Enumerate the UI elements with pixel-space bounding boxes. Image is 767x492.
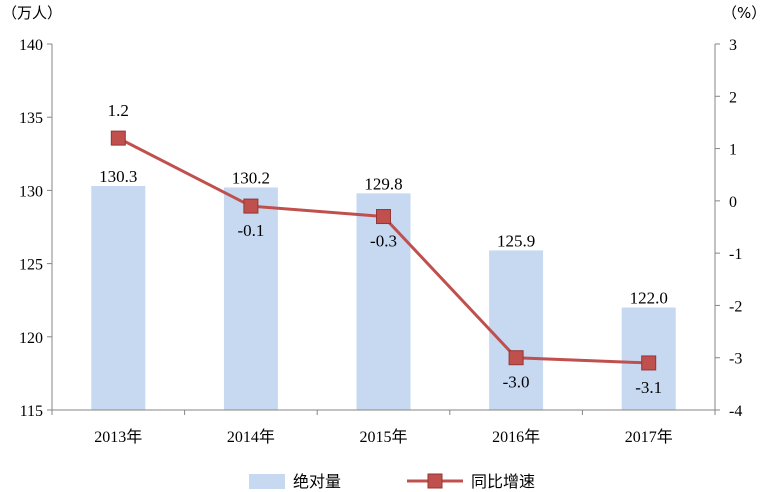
x-tick-label: 2017年 bbox=[625, 428, 673, 446]
left-tick-label: 120 bbox=[19, 330, 43, 347]
right-tick-label: 2 bbox=[729, 89, 737, 106]
right-tick-label: 1 bbox=[729, 142, 737, 159]
x-axis-ticks: 2013年 2014年 2015年 2016年 2017年 bbox=[51, 410, 716, 446]
left-tick-label: 125 bbox=[19, 257, 43, 274]
bar-data-labels: 130.3 130.2 129.8 125.9 122.0 bbox=[99, 167, 668, 308]
right-tick-label: -1 bbox=[729, 246, 742, 263]
left-tick-label: 135 bbox=[19, 110, 43, 127]
legend: 绝对量 同比增速 bbox=[249, 472, 535, 491]
right-tick-label: -4 bbox=[729, 403, 742, 420]
line-value-label: -0.3 bbox=[370, 232, 397, 251]
line-marker bbox=[376, 209, 391, 225]
bar-value-label: 125.9 bbox=[497, 231, 535, 250]
bar bbox=[91, 186, 146, 410]
bar bbox=[223, 187, 278, 410]
line-marker bbox=[243, 198, 259, 214]
x-tick-label: 2014年 bbox=[227, 428, 275, 446]
legend-label-line: 同比增速 bbox=[471, 472, 535, 491]
line-marker bbox=[641, 355, 657, 371]
line-value-label: -3.1 bbox=[635, 378, 662, 397]
bar-value-label: 130.2 bbox=[232, 168, 270, 187]
legend-marker-line bbox=[427, 473, 443, 489]
line-value-label: -0.1 bbox=[237, 221, 264, 240]
legend-label-bar: 绝对量 bbox=[293, 472, 341, 491]
bar bbox=[356, 193, 411, 410]
bar-value-label: 122.0 bbox=[630, 289, 668, 308]
line-series bbox=[110, 130, 657, 371]
right-axis-unit: （%） bbox=[722, 4, 766, 22]
right-tick-label: 0 bbox=[729, 194, 737, 211]
legend-swatch-bar bbox=[249, 474, 285, 489]
bar-value-label: 130.3 bbox=[99, 167, 137, 186]
line-value-label: -3.0 bbox=[503, 373, 530, 392]
right-tick-label: 3 bbox=[729, 37, 737, 54]
left-tick-label: 140 bbox=[19, 37, 43, 54]
left-axis-ticks: 115 120 125 130 135 140 bbox=[19, 37, 52, 420]
left-tick-label: 130 bbox=[19, 183, 43, 200]
line-data-labels: 1.2 -0.1 -0.3 -3.0 -3.1 bbox=[108, 101, 662, 397]
right-tick-label: -2 bbox=[729, 298, 742, 315]
left-axis-unit: （万人） bbox=[2, 4, 62, 22]
line-value-label: 1.2 bbox=[108, 101, 129, 120]
right-axis-ticks: -4 -3 -2 -1 0 1 2 3 bbox=[715, 37, 742, 420]
x-tick-label: 2015年 bbox=[359, 428, 407, 446]
left-tick-label: 115 bbox=[20, 403, 43, 420]
right-tick-label: -3 bbox=[729, 351, 742, 368]
bar-value-label: 129.8 bbox=[364, 174, 402, 193]
bar bbox=[489, 250, 544, 410]
x-tick-label: 2016年 bbox=[492, 428, 540, 446]
x-tick-label: 2013年 bbox=[94, 428, 142, 446]
line-marker bbox=[110, 130, 126, 146]
line-marker bbox=[508, 350, 524, 366]
